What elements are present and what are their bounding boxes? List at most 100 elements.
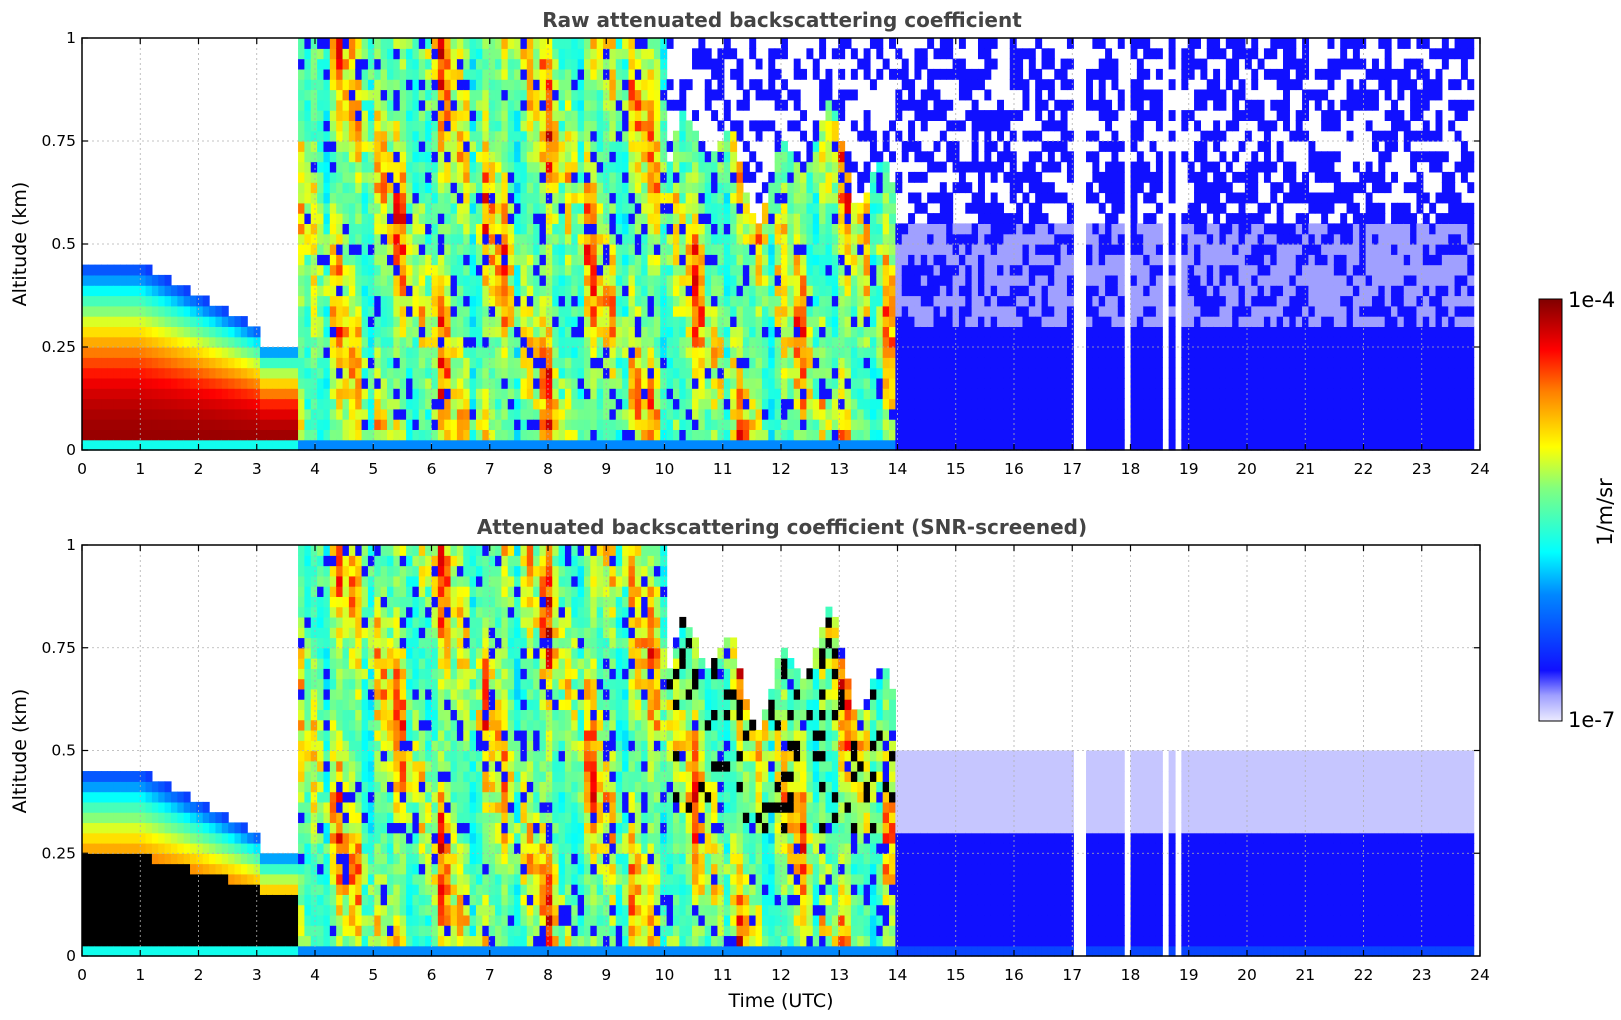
heatmap-cell — [1009, 295, 1017, 307]
heatmap-cell — [800, 398, 808, 410]
heatmap-cell — [952, 347, 960, 358]
heatmap-cell — [1105, 316, 1113, 327]
heatmap-cell — [869, 419, 877, 430]
heatmap-cell — [584, 151, 591, 163]
heatmap-cell — [412, 295, 420, 307]
heatmap-cell — [901, 79, 909, 91]
heatmap-cell — [1066, 264, 1074, 276]
heatmap-cell — [323, 171, 331, 183]
heatmap-cell — [660, 171, 668, 183]
heatmap-cell — [717, 305, 725, 317]
heatmap-cell — [990, 439, 998, 451]
heatmap-cell — [1098, 377, 1106, 389]
heatmap-cell — [399, 202, 407, 214]
heatmap-cell — [622, 223, 630, 235]
heatmap-cell — [1098, 347, 1106, 358]
heatmap-cell — [564, 367, 572, 379]
heatmap-cell — [965, 233, 973, 245]
heatmap-cell — [889, 377, 896, 389]
heatmap-cell — [526, 336, 534, 348]
heatmap-cell — [742, 99, 750, 111]
heatmap-cell — [367, 120, 375, 132]
heatmap-cell — [761, 305, 769, 317]
heatmap-cell — [158, 285, 166, 297]
heatmap-cell — [425, 264, 433, 276]
heatmap-cell — [1098, 316, 1106, 327]
heatmap-cell — [850, 347, 858, 358]
heatmap-cell — [933, 336, 941, 348]
heatmap-cell — [120, 377, 128, 389]
heatmap-cell — [806, 151, 814, 163]
heatmap-cell — [958, 367, 966, 379]
heatmap-cell — [749, 316, 757, 327]
heatmap-cell — [634, 367, 642, 379]
heatmap-cell — [533, 213, 541, 224]
heatmap-cell — [628, 439, 636, 451]
heatmap-cell — [1022, 316, 1030, 327]
heatmap-cell — [1041, 264, 1049, 276]
heatmap-cell — [1016, 367, 1024, 379]
heatmap-cell — [895, 285, 903, 297]
heatmap-cell — [298, 171, 305, 183]
heatmap-cell — [399, 151, 407, 163]
heatmap-cell — [495, 419, 502, 430]
heatmap-cell — [450, 347, 458, 358]
heatmap-cell — [418, 285, 426, 297]
heatmap-cell — [1016, 316, 1024, 327]
heatmap-cell — [812, 223, 820, 235]
heatmap-cell — [990, 202, 998, 214]
heatmap-cell — [552, 202, 560, 214]
heatmap-cell — [641, 316, 649, 327]
heatmap-cell — [367, 408, 375, 420]
heatmap-cell — [914, 367, 922, 379]
heatmap-cell — [558, 295, 566, 307]
heatmap-cell — [742, 274, 750, 286]
heatmap-cell — [158, 377, 166, 389]
heatmap-cell — [660, 398, 668, 410]
heatmap-cell — [876, 398, 884, 410]
heatmap-cell — [1028, 367, 1036, 379]
heatmap-cell — [863, 439, 871, 451]
heatmap-cell — [329, 274, 337, 286]
heatmap-cell — [145, 274, 153, 286]
heatmap-cell — [1098, 336, 1106, 348]
heatmap-cell — [914, 171, 922, 183]
heatmap-cell — [348, 99, 356, 111]
heatmap-cell — [463, 285, 471, 297]
heatmap-cell — [781, 336, 788, 348]
heatmap-cell — [444, 305, 452, 317]
heatmap-cell — [361, 295, 369, 307]
heatmap-cell — [730, 274, 738, 286]
heatmap-cell — [393, 161, 401, 173]
heatmap-cell — [596, 192, 604, 204]
heatmap-cell — [209, 408, 217, 420]
heatmap-cell — [342, 377, 350, 389]
heatmap-cell — [1054, 99, 1062, 111]
heatmap-cell — [355, 316, 363, 327]
heatmap-cell — [660, 285, 668, 297]
heatmap-cell — [825, 161, 833, 173]
heatmap-cell — [1092, 38, 1100, 49]
heatmap-cell — [285, 439, 293, 451]
heatmap-cell — [577, 285, 585, 297]
heatmap-cell — [145, 295, 153, 307]
heatmap-cell — [844, 161, 852, 173]
heatmap-cell — [908, 120, 916, 132]
heatmap-cell — [539, 141, 547, 152]
heatmap-cell — [901, 367, 909, 379]
heatmap-cell — [552, 213, 560, 224]
heatmap-cell — [533, 130, 541, 142]
heatmap-cell — [914, 429, 922, 441]
heatmap-cell — [393, 151, 401, 163]
heatmap-cell — [564, 295, 572, 307]
heatmap-cell — [361, 141, 369, 152]
heatmap-cell — [577, 419, 585, 430]
heatmap-cell — [120, 398, 128, 410]
heatmap-cell — [1098, 110, 1106, 121]
heatmap-cell — [482, 99, 490, 111]
heatmap-cell — [577, 130, 585, 142]
heatmap-cell — [908, 305, 916, 317]
heatmap-cell — [139, 305, 147, 317]
heatmap-cell — [1092, 264, 1100, 276]
heatmap-cell — [946, 285, 954, 297]
